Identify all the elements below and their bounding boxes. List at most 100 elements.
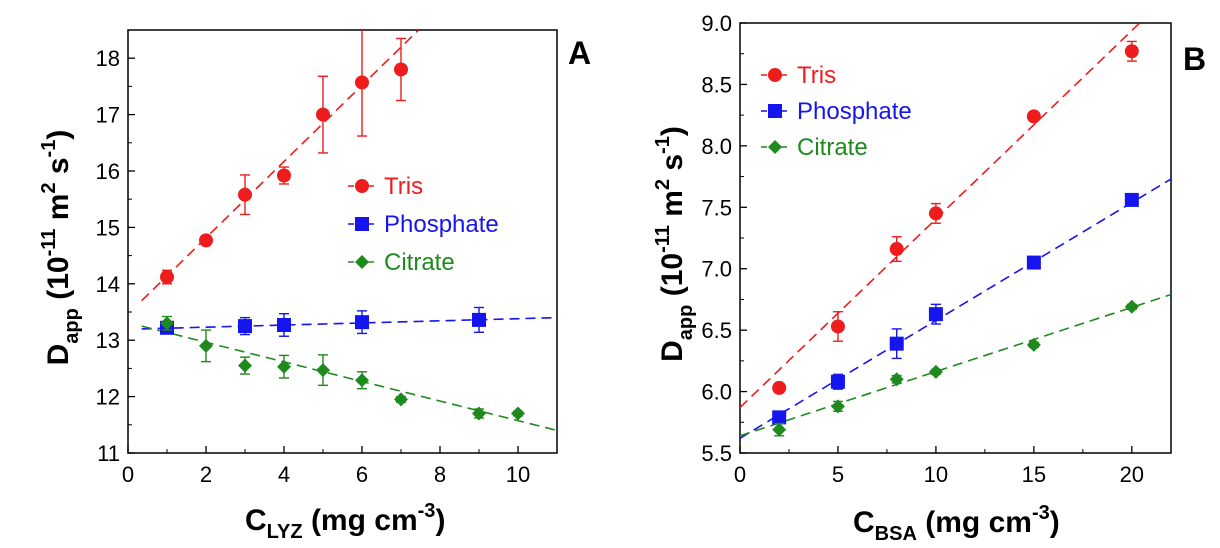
series-citrate xyxy=(772,299,1139,437)
y-tick-label: 16 xyxy=(96,159,120,184)
data-point-phosphate xyxy=(277,317,291,332)
x-tick-label: 20 xyxy=(1120,462,1144,487)
x-tick-label: 15 xyxy=(1022,462,1046,487)
data-point-citrate xyxy=(160,316,174,331)
y-tick-label: 8.5 xyxy=(701,72,732,97)
legend: Tris Phosphate Citrate xyxy=(761,62,912,161)
chart-panel-B: 0 5 10 15 20 5.5 6.0 6.5 7.0 7.5 8.0 8.5 9.0 Tris Phos… xyxy=(652,11,1206,545)
data-point-citrate xyxy=(772,422,787,437)
x-tick-label: 5 xyxy=(832,462,844,487)
y-tick-label: 9.0 xyxy=(701,11,732,36)
data-point-citrate xyxy=(472,406,486,421)
data-point-phosphate xyxy=(355,315,369,330)
x-tick-label: 2 xyxy=(200,462,212,487)
data-point-tris xyxy=(830,319,845,334)
x-tick-label: 0 xyxy=(734,462,746,487)
legend-marker-tris xyxy=(355,179,369,193)
y-axis-label: Dapp (10-11 m2 s-1) xyxy=(652,126,697,362)
x-tick-label: 6 xyxy=(356,462,368,487)
data-point-tris xyxy=(160,270,174,285)
y-tick-label: 15 xyxy=(96,215,120,240)
data-point-citrate xyxy=(238,358,252,373)
data-point-tris xyxy=(928,206,943,221)
plot-frame xyxy=(127,29,558,454)
panel-label: B xyxy=(1183,41,1206,77)
data-point-citrate xyxy=(316,363,330,378)
x-tick-label: 8 xyxy=(434,462,446,487)
fit-line-tris xyxy=(141,30,420,302)
data-point-citrate xyxy=(830,399,845,414)
data-point-phosphate xyxy=(238,319,252,334)
y-tick-label: 8.0 xyxy=(701,134,732,159)
legend: Tris Phosphate Citrate xyxy=(348,173,499,276)
data-point-citrate xyxy=(355,373,369,388)
data-point-citrate xyxy=(889,372,904,387)
y-tick-label: 11 xyxy=(97,441,120,466)
chart-panel-A: 0 2 4 6 8 10 11 12 13 14 15 16 17 18 Tris Phosphate Citr… xyxy=(38,29,591,543)
x-tick-label: 10 xyxy=(924,462,948,487)
data-point-citrate xyxy=(511,406,525,421)
fit-line-phosphate xyxy=(740,178,1171,439)
data-point-phosphate xyxy=(1124,192,1139,207)
y-tick-label: 5.5 xyxy=(701,441,732,466)
x-tick-label: 4 xyxy=(278,462,290,487)
data-point-tris xyxy=(772,380,787,395)
legend-marker-tris xyxy=(768,68,782,82)
data-point-phosphate xyxy=(889,336,904,351)
fit-line-phosphate xyxy=(141,316,557,330)
legend-marker-citrate xyxy=(768,140,782,154)
x-axis-label: CBSA (mg cm-3) xyxy=(853,502,1060,545)
data-point-phosphate xyxy=(830,374,845,389)
y-axis-label: Dapp (10-11 m2 s-1) xyxy=(38,130,83,366)
legend-label-citrate: Citrate xyxy=(384,249,455,276)
x-axis-label: CLYZ (mg cm-3) xyxy=(245,500,445,543)
plot-area xyxy=(141,30,557,432)
data-point-tris xyxy=(1026,109,1041,124)
y-tick-label: 18 xyxy=(96,46,120,71)
y-tick-label: 17 xyxy=(96,103,120,128)
data-point-tris xyxy=(238,187,252,202)
data-point-citrate xyxy=(1124,299,1139,314)
x-tick-label: 0 xyxy=(122,462,134,487)
data-point-tris xyxy=(316,107,330,122)
series-citrate xyxy=(160,315,525,421)
y-tick-label: 14 xyxy=(96,272,120,297)
y-tick-label: 12 xyxy=(96,385,120,410)
data-point-phosphate xyxy=(928,307,943,322)
series-phosphate xyxy=(160,306,486,337)
data-point-tris xyxy=(277,168,291,183)
legend-marker-phosphate xyxy=(355,217,369,231)
series-tris xyxy=(160,30,408,285)
legend-label-tris: Tris xyxy=(797,62,836,89)
data-point-citrate xyxy=(1026,337,1041,352)
legend-marker-phosphate xyxy=(768,104,782,118)
data-point-tris xyxy=(355,75,369,90)
legend-marker-citrate xyxy=(355,255,369,269)
y-tick-label: 7.5 xyxy=(701,195,732,220)
data-point-phosphate xyxy=(472,312,486,327)
series-phosphate xyxy=(772,192,1139,425)
y-tick-label: 6.5 xyxy=(701,318,732,343)
legend-label-phosphate: Phosphate xyxy=(384,211,499,238)
y-tick-label: 7.0 xyxy=(701,257,732,282)
data-point-phosphate xyxy=(772,410,787,425)
legend-label-tris: Tris xyxy=(384,173,423,200)
legend-label-citrate: Citrate xyxy=(797,134,868,161)
data-point-citrate xyxy=(928,364,943,379)
fit-line-citrate xyxy=(141,325,557,432)
data-point-tris xyxy=(394,62,408,77)
y-tick-label: 6.0 xyxy=(701,380,732,405)
data-point-tris xyxy=(199,233,213,248)
data-point-tris xyxy=(889,242,904,257)
data-point-citrate xyxy=(277,359,291,374)
legend-label-phosphate: Phosphate xyxy=(797,98,912,125)
x-tick-label: 10 xyxy=(506,462,530,487)
data-point-citrate xyxy=(394,392,408,407)
panel-label: A xyxy=(568,35,591,71)
y-tick-label: 13 xyxy=(96,328,120,353)
data-point-phosphate xyxy=(1026,255,1041,270)
data-point-tris xyxy=(1124,44,1139,59)
fit-line-citrate xyxy=(740,293,1171,437)
data-point-citrate xyxy=(199,338,213,353)
